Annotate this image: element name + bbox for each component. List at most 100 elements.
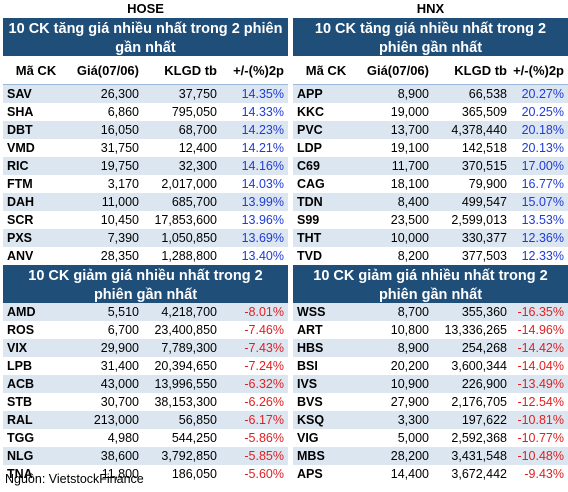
cell-price: 8,900 [397, 87, 429, 101]
hose-panel: HOSE 10 CK tăng giá nhiều nhất trong 2 p… [3, 0, 288, 483]
cell-volume: 355,360 [461, 305, 507, 319]
cell-change: -14.04% [517, 359, 564, 373]
cell-ticker: HBS [297, 341, 324, 355]
cell-price: 213,000 [93, 413, 139, 427]
cell-change: 20.27% [521, 87, 564, 101]
cell-price: 6,700 [107, 323, 139, 337]
cell-price: 18,100 [390, 177, 429, 191]
cell-price: 19,100 [390, 141, 429, 155]
cell-ticker: TDN [297, 195, 323, 209]
cell-price: 26,300 [100, 87, 139, 101]
table-row: C69 11,700 370,515 17.00% [293, 157, 568, 175]
cell-volume: 186,050 [171, 467, 217, 481]
gainers-table: APP 8,900 66,538 20.27% KKC 19,000 365,509 20.2… [293, 85, 568, 265]
cell-ticker: IVS [297, 377, 318, 391]
cell-change: 17.00% [521, 159, 564, 173]
cell-price: 11,800 [101, 467, 139, 481]
cell-ticker: TVD [297, 249, 322, 263]
cell-price: 19,000 [390, 105, 429, 119]
gainers-title: 10 CK tăng giá nhiều nhất trong 2 phiên … [293, 18, 568, 56]
cell-change: 16.77% [521, 177, 564, 191]
table-row: DBT 16,050 68,700 14.23% [3, 121, 288, 139]
cell-ticker: PVC [297, 123, 323, 137]
cell-volume: 254,268 [461, 341, 507, 355]
table-row: CAG 18,100 79,900 16.77% [293, 175, 568, 193]
table-row: STB 30,700 38,153,300 -6.26% [3, 393, 288, 411]
table-row: TGG 4,980 544,250 -5.86% [3, 429, 288, 447]
cell-ticker: S99 [297, 213, 320, 227]
cell-change: -10.81% [517, 413, 564, 427]
table-row: RIC 19,750 32,300 14.16% [3, 157, 288, 175]
cell-ticker: KKC [297, 105, 325, 119]
cell-price: 10,450 [100, 213, 139, 227]
cell-change: -10.48% [517, 449, 564, 463]
losers-title: 10 CK giảm giá nhiều nhất trong 2 phiên … [3, 265, 288, 303]
table-row: SHA 6,860 795,050 14.33% [3, 103, 288, 121]
cell-ticker: STB [7, 395, 32, 409]
col-volume: KLGD tb [164, 62, 217, 78]
cell-ticker: VIG [297, 431, 319, 445]
cell-price: 38,600 [100, 449, 139, 463]
cell-change: -6.26% [244, 395, 284, 409]
cell-volume: 56,850 [178, 413, 217, 427]
cell-volume: 4,378,440 [451, 123, 507, 137]
table-row: SCR 10,450 17,853,600 13.96% [3, 211, 288, 229]
cell-change: 13.96% [241, 213, 284, 227]
cell-volume: 32,300 [178, 159, 217, 173]
table-row: PXS 7,390 1,050,850 13.69% [3, 229, 288, 247]
table-row: FTM 3,170 2,017,000 14.03% [3, 175, 288, 193]
cell-change: -7.43% [244, 341, 284, 355]
cell-ticker: SCR [7, 213, 34, 227]
cell-volume: 7,789,300 [161, 341, 217, 355]
table-row: PVC 13,700 4,378,440 20.18% [293, 121, 568, 139]
cell-change: 14.35% [241, 87, 284, 101]
cell-ticker: BSI [297, 359, 318, 373]
cell-change: -14.96% [517, 323, 564, 337]
cell-price: 29,900 [100, 341, 139, 355]
cell-change: 12.33% [521, 249, 564, 263]
cell-price: 28,200 [390, 449, 429, 463]
table-row: HBS 8,900 254,268 -14.42% [293, 339, 568, 357]
table-row: ART 10,800 13,336,265 -14.96% [293, 321, 568, 339]
cell-volume: 3,792,850 [161, 449, 217, 463]
table-row: IVS 10,900 226,900 -13.49% [293, 375, 568, 393]
cell-ticker: ROS [7, 323, 35, 337]
cell-volume: 12,400 [178, 141, 217, 155]
table-row: LPB 31,400 20,394,650 -7.24% [3, 357, 288, 375]
cell-change: 13.69% [241, 231, 284, 245]
cell-volume: 37,750 [178, 87, 217, 101]
cell-price: 10,900 [390, 377, 429, 391]
cell-price: 4,980 [107, 431, 139, 445]
cell-price: 14,400 [390, 467, 429, 481]
cell-price: 11,000 [101, 195, 139, 209]
cell-price: 30,700 [100, 395, 139, 409]
cell-ticker: PXS [7, 231, 33, 245]
cell-change: 13.53% [521, 213, 564, 227]
cell-change: 15.07% [521, 195, 564, 209]
table-row: BVS 27,900 2,176,705 -12.54% [293, 393, 568, 411]
cell-ticker: TGG [7, 431, 35, 445]
cell-ticker: APP [297, 87, 323, 101]
col-volume: KLGD tb [454, 62, 507, 78]
exchange-title: HOSE [127, 1, 164, 16]
table-row: DAH 11,000 685,700 13.99% [3, 193, 288, 211]
cell-ticker: TNA [7, 467, 33, 481]
cell-price: 8,700 [397, 305, 429, 319]
cell-ticker: SAV [7, 87, 32, 101]
table-row: S99 23,500 2,599,013 13.53% [293, 211, 568, 229]
cell-change: -8.01% [244, 305, 284, 319]
table-row: APS 14,400 3,672,442 -9.43% [293, 465, 568, 483]
cell-price: 28,350 [100, 249, 139, 263]
cell-change: 13.40% [241, 249, 284, 263]
cell-volume: 142,518 [461, 141, 507, 155]
cell-volume: 68,700 [178, 123, 217, 137]
losers-table: AMD 5,510 4,218,700 -8.01% ROS 6,700 23,400,85… [3, 303, 288, 483]
cell-ticker: DBT [7, 123, 33, 137]
table-header: Mã CK Giá(07/06) KLGD tb +/-(%)2p [293, 56, 568, 85]
cell-change: 14.23% [241, 123, 284, 137]
cell-price: 10,800 [390, 323, 429, 337]
cell-ticker: DAH [7, 195, 35, 209]
cell-change: 14.21% [241, 141, 284, 155]
cell-ticker: FTM [7, 177, 33, 191]
cell-volume: 3,672,442 [451, 467, 507, 481]
